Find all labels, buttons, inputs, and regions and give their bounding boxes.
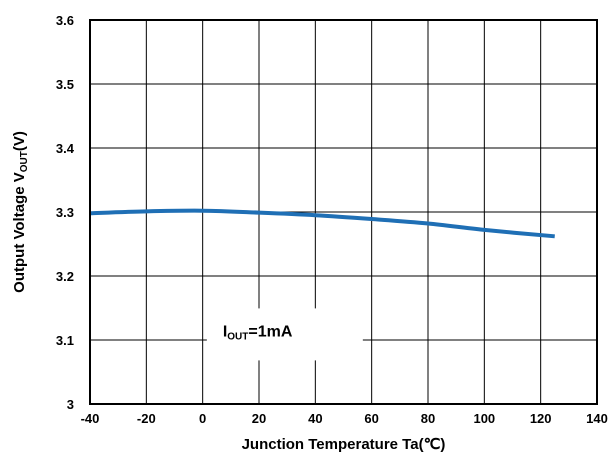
x-tick-label: 120 [530,411,552,426]
x-tick-label: 40 [308,411,322,426]
annotation-box [206,308,363,361]
y-axis-title-subscript: OUT [19,151,30,172]
y-axis-title: Output Voltage VOUT(V) [11,131,30,293]
y-tick-label: 3.3 [56,205,74,220]
x-tick-labels: -40 -20 0 20 40 60 80 100 120 140 [81,411,608,426]
x-tick-label: 20 [252,411,266,426]
x-tick-label: -40 [81,411,100,426]
annotation-subscript: OUT [227,331,248,342]
x-tick-label: 100 [473,411,495,426]
series-layer [89,208,555,239]
x-tick-label: -20 [137,411,156,426]
y-tick-label: 3 [67,397,74,412]
y-tick-label: 3.1 [56,333,74,348]
x-axis-title: Junction Temperature Ta(℃) [242,436,446,453]
x-tick-label: 80 [421,411,435,426]
x-tick-label: 0 [199,411,206,426]
annotation-main: I [223,323,227,340]
x-tick-label: 140 [586,411,608,426]
annotation-background [206,308,363,361]
y-axis-title-suffix: (V) [11,131,28,151]
y-axis-title-main: Output Voltage V [11,172,28,293]
y-tick-label: 3.5 [56,77,74,92]
plot-frame [89,19,598,405]
annotation-suffix: =1mA [248,323,292,340]
x-tick-label: 60 [364,411,378,426]
series-line [89,208,555,239]
y-tick-label: 3.6 [56,13,74,28]
y-tick-label: 3.4 [56,141,75,156]
y-tick-labels: 3 3.1 3.2 3.3 3.4 3.5 3.6 [56,13,75,412]
annotation-label: IOUT=1mA [223,323,293,342]
y-tick-label: 3.2 [56,269,74,284]
